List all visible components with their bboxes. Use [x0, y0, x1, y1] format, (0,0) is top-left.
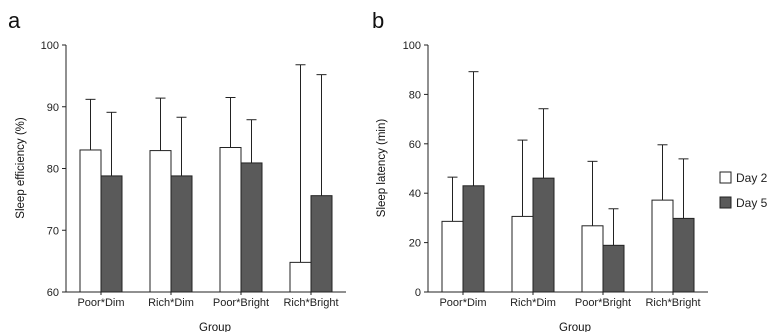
panel-b-bar-day-5-poor-bright	[603, 245, 624, 292]
panel-a-plot: 60 70 80 90 100 Poor*Dim Rich*Dim Poor*Bright Ri…	[41, 40, 346, 309]
panel-a-x-tick-label: Rich*Dim	[148, 297, 194, 309]
panel-b-y-tick-label: 0	[415, 287, 421, 299]
panel-a: a 60 70 80 90 100 Poor*Dim Rich*Dim Poor*Bright…	[8, 8, 346, 332]
panel-b-bar-day-2-poor-dim	[442, 221, 463, 292]
panel-b-x-axis-title: Group	[559, 322, 591, 332]
panel-b-y-tick-label: 60	[409, 139, 421, 151]
panel-b-bar-day-2-rich-dim	[512, 216, 533, 292]
panel-b-bar-day-2-rich-bright	[652, 200, 673, 292]
panel-b-y-tick-label: 80	[409, 89, 421, 101]
panel-a-y-tick-label: 80	[47, 164, 59, 176]
panel-b-plot: 0 20 40 60 80 100 Poor*Dim Rich*Dim Poor*Bright R…	[403, 40, 708, 309]
panel-a-bar-day-5-rich-dim	[171, 176, 192, 292]
panel-b-x-tick-label: Poor*Bright	[575, 297, 631, 309]
panel-a-x-axis-title: Group	[199, 322, 231, 332]
panel-a-letter: a	[8, 8, 21, 33]
panel-a-bar-day-2-rich-bright	[290, 262, 311, 292]
panel-b-y-axis-title: Sleep latency (min)	[376, 119, 388, 218]
panel-a-y-tick-label: 70	[47, 225, 59, 237]
panel-a-bar-day-5-rich-bright	[311, 196, 332, 292]
panel-a-bar-day-2-rich-dim	[150, 151, 171, 292]
panel-b: b 0 20 40 60 80 100 Poor*Dim Rich*Dim Poor*Brigh…	[372, 8, 708, 332]
panel-b-y-tick-label: 40	[409, 188, 421, 200]
panel-b-x-tick-label: Rich*Dim	[510, 297, 556, 309]
panel-b-x-tick-label: Poor*Dim	[439, 297, 486, 309]
panel-b-bar-day-2-poor-bright	[582, 226, 603, 292]
panel-b-y-tick-label: 20	[409, 238, 421, 250]
panel-a-bar-day-2-poor-dim	[80, 150, 101, 292]
panel-b-bar-day-5-rich-dim	[533, 178, 554, 292]
panel-a-bar-day-5-poor-dim	[101, 176, 122, 292]
legend-label-day-2: Day 2	[736, 171, 768, 185]
legend-label-day-5: Day 5	[736, 196, 768, 210]
panel-b-bar-day-5-poor-dim	[463, 186, 484, 292]
panel-a-x-tick-label: Poor*Dim	[77, 297, 124, 309]
panel-a-y-tick-label: 90	[47, 102, 59, 114]
panel-a-y-tick-label: 100	[41, 40, 59, 52]
panel-b-x-tick-label: Rich*Bright	[645, 297, 700, 309]
panel-a-x-tick-label: Rich*Bright	[283, 297, 338, 309]
panel-b-letter: b	[372, 8, 384, 33]
legend: Day 2 Day 5	[720, 171, 768, 210]
panel-b-bar-day-5-rich-bright	[673, 218, 694, 292]
legend-swatch-day-2	[720, 172, 731, 183]
panel-a-y-tick-label: 60	[47, 287, 59, 299]
panel-b-y-tick-label: 100	[403, 40, 421, 52]
panel-a-x-tick-label: Poor*Bright	[213, 297, 269, 309]
panel-a-y-axis-title: Sleep efficiency (%)	[15, 117, 27, 219]
panel-a-bar-day-2-poor-bright	[220, 148, 241, 292]
panel-a-bar-day-5-poor-bright	[241, 163, 262, 292]
legend-swatch-day-5	[720, 197, 731, 208]
